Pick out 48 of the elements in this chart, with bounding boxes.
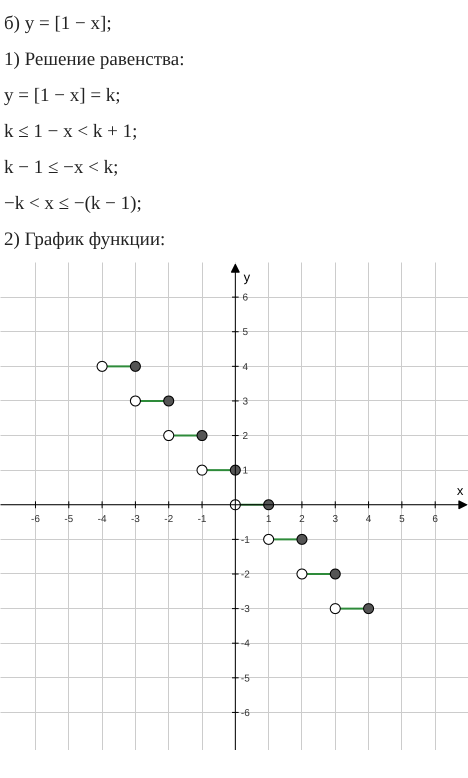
x-tick-label: 2 (299, 514, 306, 526)
point (130, 395, 141, 406)
y-axis-title: y (244, 269, 251, 284)
point (163, 430, 174, 442)
text: k ≤ 1 − x < k + 1; (4, 120, 138, 144)
x-tick-label: 5 (399, 514, 406, 526)
text: 1) Решение равенства: (4, 48, 184, 72)
x-tick-label: -3 (130, 514, 140, 526)
y-tick-label: 3 (242, 396, 249, 408)
x-tick-label: -1 (198, 514, 207, 526)
text: 2) График функции: (4, 228, 166, 252)
text: k − 1 ≤ −x < k; (4, 156, 118, 180)
y-tick-label: 1 (242, 466, 249, 477)
y-tick-label: -2 (240, 569, 250, 580)
point (330, 568, 341, 580)
text: б) y = [1 − x]; (4, 12, 112, 36)
x-axis-title: x (456, 482, 464, 498)
point (296, 568, 308, 580)
point (296, 534, 308, 545)
point (196, 430, 208, 442)
point (130, 360, 141, 372)
x-tick-label: 1 (266, 514, 272, 526)
x-tick-label: -5 (64, 514, 74, 526)
x-tick-label: 3 (332, 514, 338, 526)
point (196, 464, 208, 476)
x-tick-label: 4 (366, 514, 372, 526)
y-tick-label: 6 (242, 292, 249, 304)
point (230, 464, 241, 476)
y-tick-label: -6 (240, 708, 250, 719)
y-tick-label: -3 (240, 604, 250, 616)
point (96, 360, 108, 372)
point (363, 603, 374, 614)
point (263, 534, 274, 545)
y-tick-label: -4 (240, 638, 250, 650)
point (163, 395, 174, 406)
x-tick-label: -4 (98, 514, 107, 526)
y-tick-label: 2 (242, 431, 249, 442)
text: y = [1 − x] = k; (4, 84, 121, 108)
y-tick-label: -1 (240, 534, 250, 546)
text: −k < x ≤ −(k − 1); (4, 192, 142, 216)
y-tick-label: 4 (242, 362, 249, 373)
x-tick-label: -2 (164, 514, 174, 526)
x-tick-label: 6 (432, 514, 438, 526)
y-tick-label: 5 (242, 327, 249, 338)
point (330, 603, 341, 614)
point (263, 499, 274, 510)
y-tick-label: -5 (240, 673, 250, 684)
x-tick-label: -6 (31, 514, 40, 526)
